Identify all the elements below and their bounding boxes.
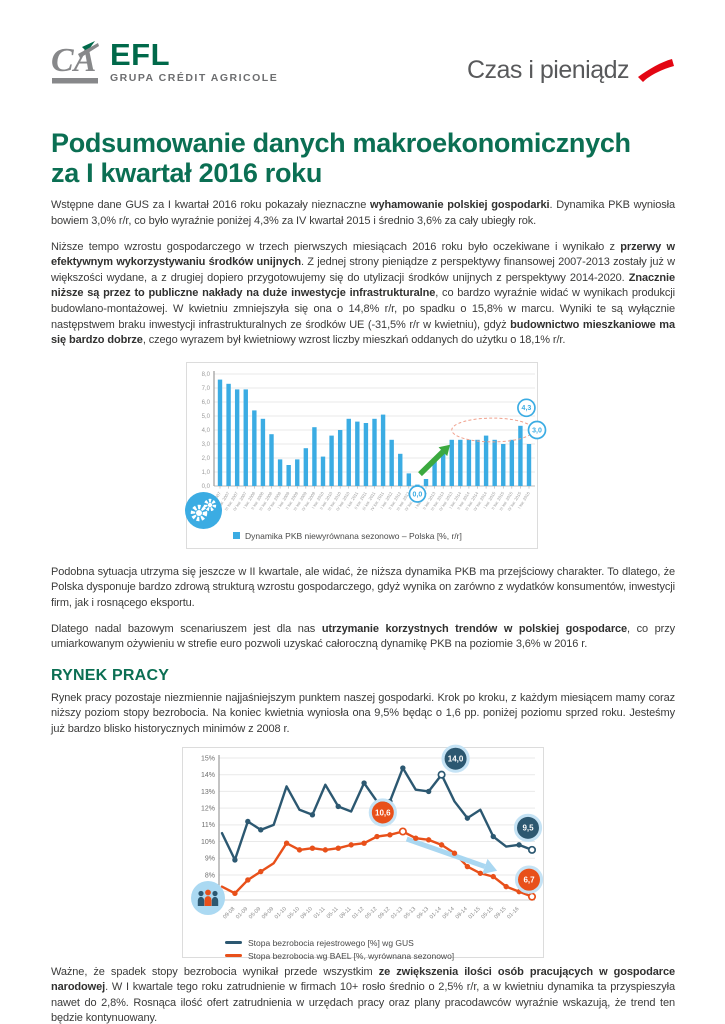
svg-text:05-14: 05-14 <box>442 906 456 920</box>
svg-text:09-10: 09-10 <box>300 906 314 920</box>
svg-text:01-13: 01-13 <box>390 906 404 920</box>
svg-text:0,0: 0,0 <box>413 491 423 498</box>
svg-text:05-15: 05-15 <box>480 906 494 920</box>
svg-text:14%: 14% <box>201 772 215 779</box>
gdp-chart: 0,01,02,03,04,05,06,07,08,0I kw. 2007II … <box>185 361 547 549</box>
efl-logo: CA EFL GRUPA CRÉDIT AGRICOLE <box>51 37 279 90</box>
svg-text:05-10: 05-10 <box>287 906 301 920</box>
svg-text:09-14: 09-14 <box>455 906 469 920</box>
unemployment-chart-legend: Stopa bezrobocia rejestrowego [%] wg GUS… <box>225 938 543 961</box>
svg-text:01-12: 01-12 <box>351 906 365 920</box>
paragraph-eu-funds: Niższe tempo wzrostu gospodarczego w trz… <box>51 240 675 347</box>
legend-swatch-blue <box>233 532 240 540</box>
group-name-label: GRUPA CRÉDIT AGRICOLE <box>110 72 279 84</box>
paragraph-q2-outlook: Podobna sytuacja utrzyma się jeszcze w I… <box>51 565 675 609</box>
svg-text:1,0: 1,0 <box>202 470 211 476</box>
svg-text:9%: 9% <box>205 855 215 862</box>
page-title-line1: Podsumowanie danych makroekonomicznych <box>51 128 631 158</box>
svg-text:01-09: 01-09 <box>235 906 249 920</box>
unemployment-chart: 7%8%9%10%11%12%13%14%15%09-0801-0905-090… <box>182 744 544 961</box>
svg-text:9,5: 9,5 <box>522 823 534 832</box>
legend-swatch-bael <box>225 953 242 958</box>
svg-text:05-09: 05-09 <box>248 906 262 920</box>
paragraph-intro: Wstępne dane GUS za I kwartał 2016 roku … <box>51 199 676 228</box>
svg-text:09-09: 09-09 <box>261 906 275 920</box>
legend-swatch-gus <box>225 940 242 945</box>
gdp-chart-legend: Dynamika PKB niewyrównana sezonowo – Pol… <box>233 531 537 541</box>
svg-text:14,0: 14,0 <box>448 754 464 763</box>
svg-text:10%: 10% <box>201 838 215 845</box>
svg-text:01-10: 01-10 <box>274 906 288 920</box>
page-title: Podsumowanie danych makroekonomicznych z… <box>51 128 675 188</box>
svg-text:7,0: 7,0 <box>202 386 211 392</box>
legend-label-bael: Stopa bezrobocia wg BAEL [%, wyrównana s… <box>248 950 455 961</box>
svg-text:4,0: 4,0 <box>202 428 211 434</box>
tagline: Czas i pieniądz <box>466 56 630 84</box>
people-icon <box>191 880 225 920</box>
red-swoosh-icon <box>638 58 674 82</box>
svg-text:05-11: 05-11 <box>326 906 340 920</box>
svg-text:15%: 15% <box>201 755 215 762</box>
legend-row-gus: Stopa bezrobocia rejestrowego [%] wg GUS <box>225 938 543 948</box>
svg-text:05-12: 05-12 <box>364 906 378 920</box>
svg-text:01-16: 01-16 <box>506 906 520 920</box>
svg-text:3,0: 3,0 <box>202 442 211 448</box>
paragraph-base-scenario: Dlatego nadal bazowym scenariuszem jest … <box>51 622 676 651</box>
section-heading-labour-market: RYNEK PRACY <box>51 666 170 684</box>
legend-label-gus: Stopa bezrobocia rejestrowego [%] wg GUS <box>248 937 414 948</box>
svg-text:13%: 13% <box>201 788 215 795</box>
efl-logo-text: EFL <box>110 37 171 72</box>
svg-text:09-13: 09-13 <box>416 906 430 920</box>
svg-text:09-11: 09-11 <box>339 906 353 920</box>
svg-text:8%: 8% <box>205 872 215 879</box>
legend-row-bael: Stopa bezrobocia wg BAEL [%, wyrównana s… <box>225 951 543 961</box>
paragraph-employment: Ważne, że spadek stopy bezrobocia wynika… <box>51 965 675 1024</box>
svg-text:09-15: 09-15 <box>493 906 507 920</box>
svg-text:6,0: 6,0 <box>202 400 211 406</box>
svg-text:5,0: 5,0 <box>202 414 211 420</box>
svg-text:2,0: 2,0 <box>202 456 211 462</box>
page-header: CA EFL GRUPA CRÉDIT AGRICOLE Czas i pien… <box>51 37 675 98</box>
svg-text:10,6: 10,6 <box>375 808 391 817</box>
svg-text:6,7: 6,7 <box>523 875 535 884</box>
svg-text:01-11: 01-11 <box>313 906 327 920</box>
gdp-legend-label: Dynamika PKB niewyrównana sezonowo – Pol… <box>245 530 462 541</box>
svg-text:05-13: 05-13 <box>403 906 417 920</box>
gdp-bar-chart-svg: 0,01,02,03,04,05,06,07,08,0I kw. 2007II … <box>202 370 547 512</box>
unemployment-line-chart-svg: 7%8%9%10%11%12%13%14%15%09-0801-0905-090… <box>201 744 544 920</box>
svg-text:3,0: 3,0 <box>532 427 542 434</box>
page-title-line2: za I kwartał 2016 roku <box>51 158 323 189</box>
svg-text:01-14: 01-14 <box>429 906 443 920</box>
svg-text:11%: 11% <box>202 822 216 829</box>
svg-text:8,0: 8,0 <box>202 372 211 378</box>
svg-text:4,3: 4,3 <box>522 405 532 412</box>
svg-text:01-15: 01-15 <box>468 906 482 920</box>
svg-text:12%: 12% <box>201 805 215 812</box>
svg-text:09-12: 09-12 <box>377 906 391 920</box>
paragraph-labour-market: Rynek pracy pozostaje niezmiennie najjaś… <box>51 691 675 735</box>
svg-text:0,0: 0,0 <box>202 484 211 490</box>
credit-agricole-logo-icon: CA <box>51 41 99 84</box>
gears-icon <box>185 491 222 534</box>
